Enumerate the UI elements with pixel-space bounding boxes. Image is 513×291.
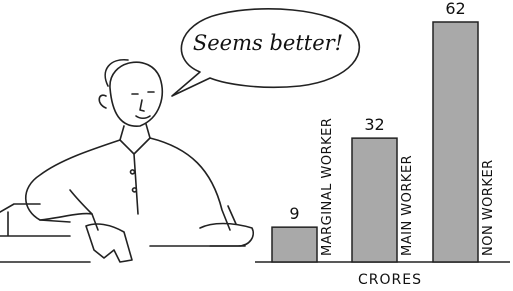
bar xyxy=(352,138,397,262)
value-label: 9 xyxy=(289,204,299,223)
category-label: MAIN WORKER xyxy=(400,155,415,256)
value-label: 62 xyxy=(445,0,465,18)
category-label: MARGINAL WORKER xyxy=(320,118,335,256)
category-label: NON WORKER xyxy=(481,159,496,256)
x-axis-label: CRORES xyxy=(358,272,422,288)
speech-text: Seems better! xyxy=(193,31,343,55)
bar xyxy=(433,22,478,262)
bar xyxy=(272,227,317,262)
value-label: 32 xyxy=(364,115,384,134)
chart: Seems better! CRORES 9 MARGINAL WORKER 32 M… xyxy=(0,0,513,291)
